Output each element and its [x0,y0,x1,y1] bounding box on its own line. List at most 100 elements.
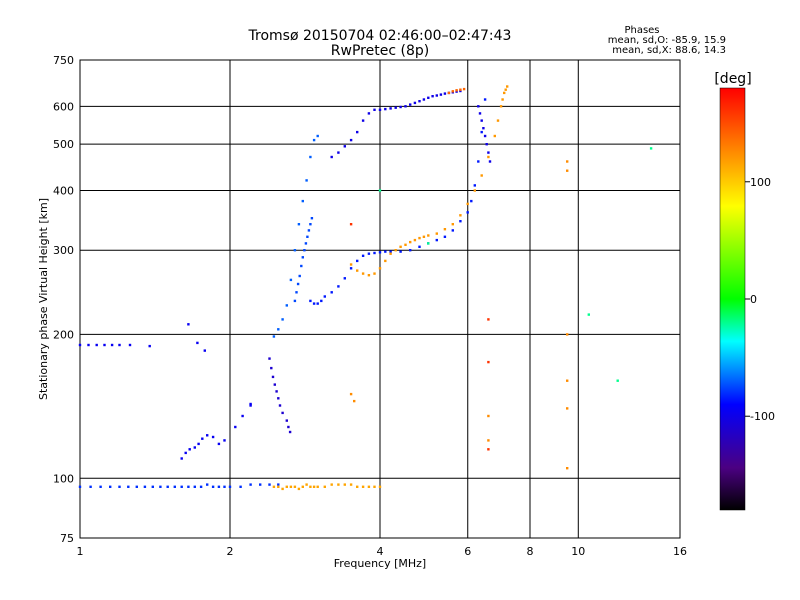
y-tick-label: 200 [53,328,74,341]
data-point [285,485,288,488]
data-point [487,318,490,321]
data-point [459,214,462,217]
data-point [303,249,306,252]
data-point [277,483,280,486]
data-point [455,90,458,93]
data-point [281,411,284,415]
data-point [259,483,262,486]
data-point [418,236,421,240]
stats-heading: Phases [624,25,659,36]
data-point [373,108,376,111]
data-point [409,103,412,106]
data-point [268,357,271,360]
data-point [459,220,462,223]
data-point [118,485,121,488]
data-point [159,485,162,488]
data-point [349,267,353,270]
data-point [353,399,356,403]
data-point [427,242,430,245]
data-point [487,439,490,442]
data-point [309,299,312,303]
data-point [148,344,151,348]
data-point [587,313,590,316]
data-point [349,138,353,142]
data-point [566,467,569,470]
data-point [316,485,319,488]
data-point [188,448,191,451]
data-point [323,485,326,488]
data-point [289,278,293,282]
data-point [496,119,500,122]
data-point [399,245,402,248]
data-point [143,485,147,488]
data-point [361,485,365,488]
y-tick-label: 750 [53,54,74,67]
data-point [487,360,490,364]
data-point [389,250,392,253]
data-point [435,94,438,97]
data-point [384,250,387,253]
data-point [173,485,176,488]
data-point [384,107,387,111]
data-point [312,485,316,488]
data-point [503,91,506,95]
data-point [349,263,353,266]
colorbar-tick-label: 0 [750,293,757,306]
data-point [466,202,469,206]
data-point [301,256,304,259]
x-axis-label: Frequency [MHz] [334,557,426,570]
data-point [435,238,438,242]
data-point [443,92,447,95]
data-point [378,485,382,488]
x-tick-label: 16 [673,545,687,558]
data-point [451,223,454,226]
data-point [413,238,417,242]
data-point [501,98,504,101]
data-point [166,485,169,488]
data-point [298,274,301,278]
data-point [361,272,365,275]
x-tick-label: 2 [227,545,234,558]
data-point [356,130,359,134]
data-point [273,383,276,386]
data-point [277,485,280,488]
y-tick-label: 400 [53,184,74,197]
data-point [361,254,365,257]
data-point [349,392,353,396]
colorbar-tick-label: -100 [750,410,775,423]
x-tick-label: 10 [571,545,585,558]
data-point [451,229,454,232]
data-point [309,223,312,226]
data-point [367,252,371,255]
data-point [367,485,371,488]
data-point [135,485,138,488]
data-point [316,302,319,305]
data-point [616,379,619,382]
data-point [378,251,382,254]
data-point [103,343,106,347]
x-tick-label: 8 [527,545,534,558]
data-point [493,134,496,138]
data-point [180,485,183,488]
data-point [296,282,300,286]
data-point [275,390,278,393]
data-point [211,485,215,488]
data-point [300,264,303,268]
data-point [343,277,346,280]
data-point [180,457,183,460]
colorbar-gradient [719,87,746,511]
data-point [443,228,447,231]
data-point [337,151,340,154]
data-point [301,485,304,488]
data-point [330,155,333,159]
data-point [404,105,407,108]
data-point [459,88,462,91]
data-point [109,485,112,488]
data-point [477,105,480,108]
data-point [293,249,297,252]
plot-frame: 1 2 4 6 8 10 16 75 100 200 300 400 500 600 750 [53,54,687,558]
data-point [203,349,206,352]
data-point [649,147,653,150]
data-point [384,259,387,263]
data-point [451,90,454,93]
